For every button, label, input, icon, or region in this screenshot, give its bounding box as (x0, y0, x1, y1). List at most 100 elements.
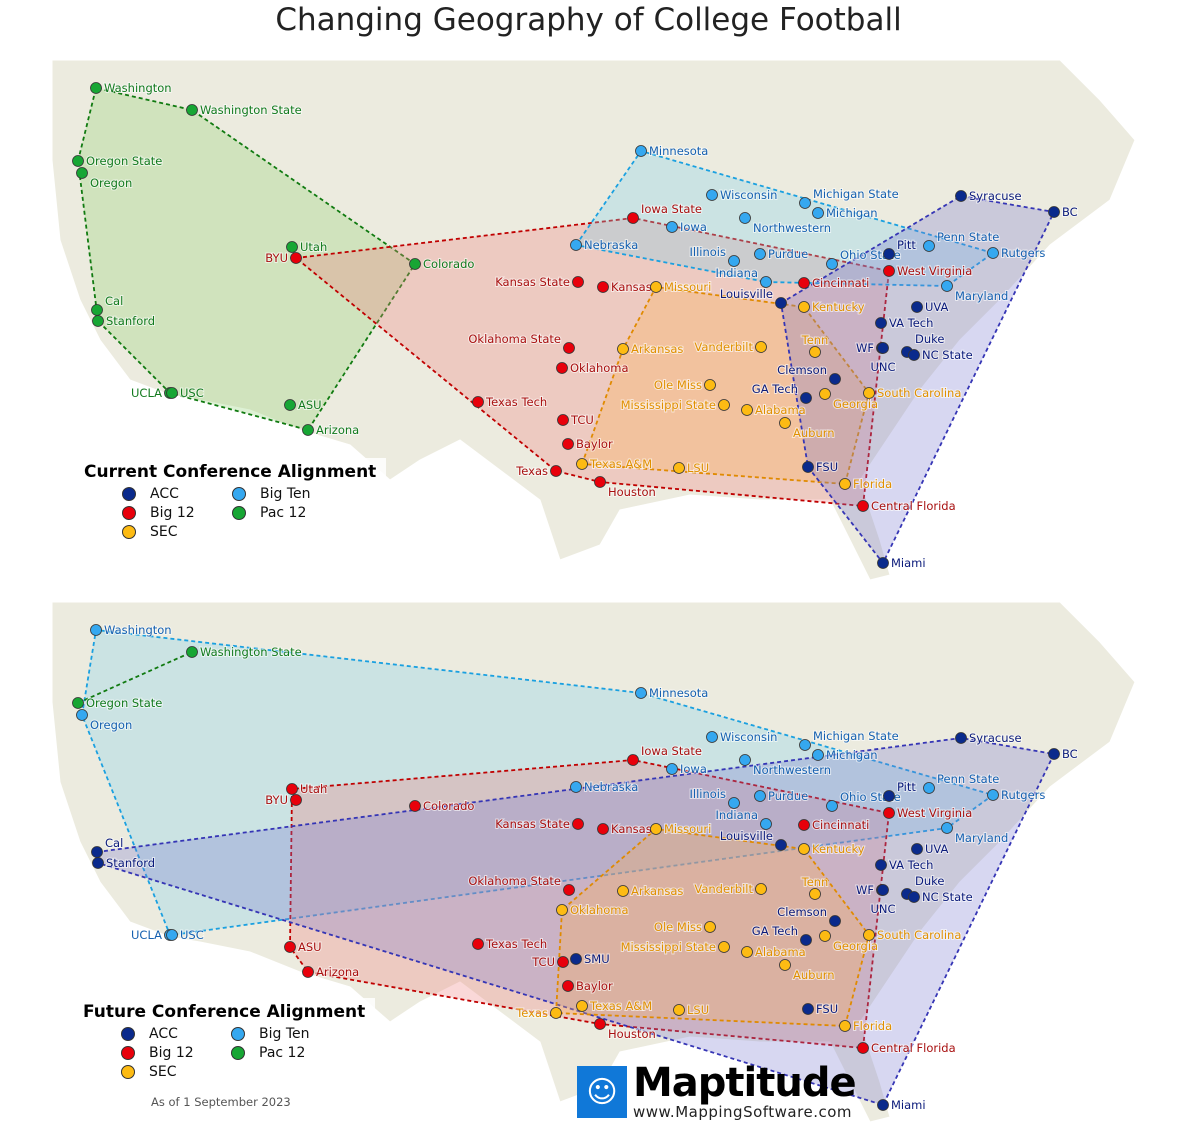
school-marker[interactable] (562, 438, 574, 450)
school-marker[interactable] (812, 749, 824, 761)
school-marker[interactable] (775, 839, 787, 851)
school-marker[interactable] (706, 731, 718, 743)
school-marker[interactable] (741, 946, 753, 958)
school-marker[interactable] (91, 846, 103, 858)
school-marker[interactable] (562, 980, 574, 992)
school-marker[interactable] (877, 557, 889, 569)
school-marker[interactable] (754, 248, 766, 260)
school-marker[interactable] (650, 281, 662, 293)
school-marker[interactable] (857, 500, 869, 512)
school-marker[interactable] (673, 462, 685, 474)
school-marker[interactable] (941, 822, 953, 834)
school-marker[interactable] (718, 941, 730, 953)
school-marker[interactable] (798, 819, 810, 831)
school-marker[interactable] (809, 346, 821, 358)
school-marker[interactable] (883, 265, 895, 277)
school-marker[interactable] (594, 476, 606, 488)
school-marker[interactable] (286, 783, 298, 795)
school-marker[interactable] (829, 373, 841, 385)
school-marker[interactable] (911, 301, 923, 313)
school-marker[interactable] (875, 317, 887, 329)
school-marker[interactable] (91, 304, 103, 316)
school-marker[interactable] (563, 884, 575, 896)
school-marker[interactable] (829, 915, 841, 927)
school-marker[interactable] (576, 458, 588, 470)
school-marker[interactable] (570, 239, 582, 251)
school-marker[interactable] (728, 255, 740, 267)
school-marker[interactable] (826, 258, 838, 270)
school-marker[interactable] (556, 362, 568, 374)
school-marker[interactable] (779, 417, 791, 429)
school-marker[interactable] (706, 189, 718, 201)
school-marker[interactable] (809, 888, 821, 900)
school-marker[interactable] (877, 342, 889, 354)
school-marker[interactable] (875, 859, 887, 871)
school-marker[interactable] (798, 843, 810, 855)
school-marker[interactable] (1048, 206, 1060, 218)
school-marker[interactable] (302, 966, 314, 978)
school-marker[interactable] (290, 794, 302, 806)
school-marker[interactable] (594, 1018, 606, 1030)
school-marker[interactable] (635, 145, 647, 157)
school-marker[interactable] (800, 934, 812, 946)
school-marker[interactable] (741, 404, 753, 416)
school-marker[interactable] (557, 414, 569, 426)
school-marker[interactable] (597, 281, 609, 293)
school-marker[interactable] (775, 297, 787, 309)
school-marker[interactable] (617, 343, 629, 355)
school-marker[interactable] (572, 276, 584, 288)
school-marker[interactable] (955, 190, 967, 202)
school-marker[interactable] (186, 104, 198, 116)
school-marker[interactable] (923, 782, 935, 794)
school-marker[interactable] (635, 687, 647, 699)
school-marker[interactable] (739, 212, 751, 224)
school-marker[interactable] (92, 315, 104, 327)
school-marker[interactable] (863, 387, 875, 399)
school-marker[interactable] (92, 857, 104, 869)
school-marker[interactable] (987, 789, 999, 801)
school-marker[interactable] (557, 956, 569, 968)
school-marker[interactable] (409, 800, 421, 812)
school-marker[interactable] (166, 929, 178, 941)
school-marker[interactable] (1048, 748, 1060, 760)
school-marker[interactable] (718, 399, 730, 411)
school-marker[interactable] (739, 754, 751, 766)
school-marker[interactable] (812, 207, 824, 219)
school-marker[interactable] (802, 461, 814, 473)
school-marker[interactable] (799, 197, 811, 209)
school-marker[interactable] (409, 258, 421, 270)
school-marker[interactable] (883, 790, 895, 802)
school-marker[interactable] (550, 1007, 562, 1019)
school-marker[interactable] (76, 709, 88, 721)
school-marker[interactable] (877, 884, 889, 896)
school-marker[interactable] (290, 252, 302, 264)
school-marker[interactable] (877, 1099, 889, 1111)
school-marker[interactable] (798, 277, 810, 289)
school-marker[interactable] (863, 929, 875, 941)
school-marker[interactable] (987, 247, 999, 259)
school-marker[interactable] (857, 1042, 869, 1054)
school-marker[interactable] (839, 1020, 851, 1032)
school-marker[interactable] (883, 807, 895, 819)
school-marker[interactable] (704, 379, 716, 391)
school-marker[interactable] (90, 624, 102, 636)
school-marker[interactable] (90, 82, 102, 94)
school-marker[interactable] (755, 341, 767, 353)
school-marker[interactable] (550, 465, 562, 477)
school-marker[interactable] (800, 392, 812, 404)
school-marker[interactable] (802, 1003, 814, 1015)
school-marker[interactable] (798, 301, 810, 313)
school-marker[interactable] (572, 818, 584, 830)
school-marker[interactable] (627, 754, 639, 766)
school-marker[interactable] (819, 930, 831, 942)
school-marker[interactable] (472, 396, 484, 408)
school-marker[interactable] (166, 387, 178, 399)
school-marker[interactable] (284, 941, 296, 953)
school-marker[interactable] (666, 221, 678, 233)
school-marker[interactable] (760, 276, 772, 288)
school-marker[interactable] (673, 1004, 685, 1016)
school-marker[interactable] (186, 646, 198, 658)
school-marker[interactable] (302, 424, 314, 436)
school-marker[interactable] (284, 399, 296, 411)
school-marker[interactable] (839, 478, 851, 490)
